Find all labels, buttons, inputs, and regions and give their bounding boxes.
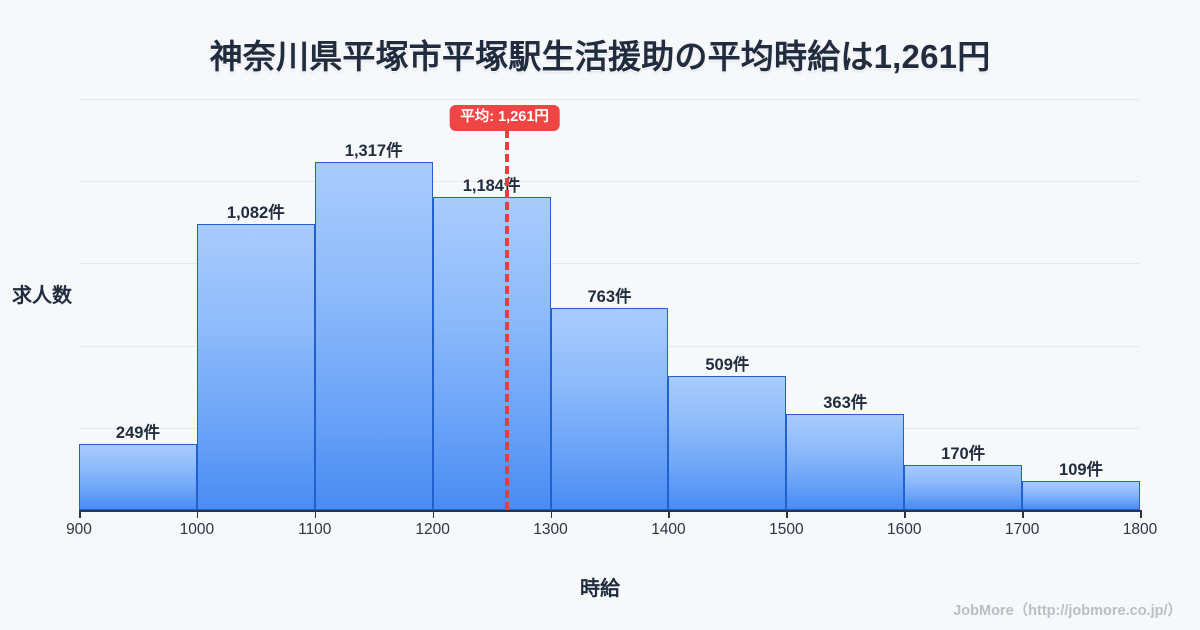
y-axis-title: 求人数 [12, 285, 72, 307]
histogram-bar [904, 465, 1023, 510]
plot-area: 249件 1,082件 1,317件 1,184件 763件 509件 363件 170件 10… [79, 99, 1140, 510]
bar-value-label: 1,184件 [462, 177, 521, 196]
x-axis-tick-label: 1300 [533, 521, 568, 538]
bar-value-label: 170件 [941, 445, 986, 464]
gridline [79, 99, 1140, 100]
x-axis-tick-label: 1400 [651, 521, 686, 538]
bar-value-label: 109件 [1059, 461, 1104, 480]
x-axis-tick-label: 1800 [1122, 521, 1158, 538]
bar-value-label: 363件 [823, 394, 868, 413]
x-axis-tick-label: 1500 [769, 521, 804, 538]
bar-value-label: 249件 [115, 424, 160, 443]
histogram-bar [314, 162, 433, 510]
x-axis-tick [314, 510, 317, 518]
average-badge: 平均: 1,261円 [449, 105, 560, 131]
chart-title: 神奈川県平塚市平塚駅生活援助の平均時給は1,261円 [209, 38, 991, 75]
x-axis-tick-label: 1100 [298, 521, 332, 538]
histogram-bar [786, 414, 905, 510]
histogram-bar [432, 197, 551, 510]
histogram-bar [1022, 481, 1140, 510]
x-axis-tick-label: 1700 [1004, 521, 1040, 538]
x-axis-tick [668, 510, 670, 518]
x-axis-tick-label: 1000 [179, 521, 215, 538]
x-axis-tick [904, 510, 906, 518]
histogram-bar [668, 375, 787, 510]
bar-value-label: 763件 [587, 288, 632, 307]
x-axis-tick [550, 510, 553, 518]
bar-value-label: 1,082件 [226, 204, 285, 223]
x-axis-tick-label: 1600 [886, 521, 922, 538]
x-axis-line [79, 510, 1140, 512]
bar-value-label: 509件 [705, 355, 750, 374]
x-axis-tick-label: 900 [66, 521, 92, 538]
bars-layer: 249件 1,082件 1,317件 1,184件 763件 509件 363件 170件 10… [79, 99, 1140, 510]
x-axis-tick [786, 510, 788, 518]
gridline [79, 181, 1140, 183]
histogram-bar [196, 224, 315, 510]
x-axis-tick [1140, 510, 1142, 518]
histogram-bar [550, 308, 669, 510]
histogram-bar [79, 444, 197, 510]
average-line [504, 130, 509, 510]
gridline [79, 263, 1140, 265]
x-axis-title: 時給 [580, 578, 620, 600]
x-axis-tick [79, 510, 81, 518]
x-axis-tick [196, 510, 199, 518]
bar-value-label: 1,317件 [344, 142, 403, 161]
x-axis-tick-label: 1200 [415, 521, 450, 538]
x-axis-tick [432, 510, 435, 518]
footer-watermark: JobMore（http://jobmore.co.jp/） [953, 603, 1182, 619]
x-axis-tick [1022, 510, 1024, 518]
